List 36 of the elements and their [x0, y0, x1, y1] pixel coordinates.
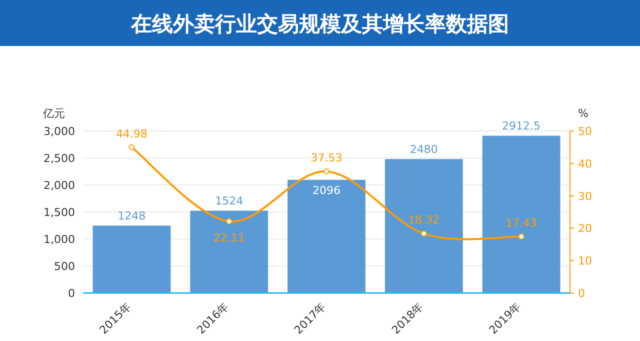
point [518, 234, 524, 240]
point [420, 230, 427, 237]
y2-tick-label: 10 [578, 254, 592, 268]
chart-title: 在线外卖行业交易规模及其增长率数据图 [130, 12, 509, 36]
point [324, 168, 330, 174]
point [226, 218, 232, 224]
bar [384, 159, 463, 293]
y-tick-label: 3,000 [44, 125, 75, 138]
y2-tick-label: 40 [578, 157, 592, 170]
y-tick-label: 1,500 [44, 206, 75, 219]
y-tick-label: 0 [68, 287, 75, 300]
y-tick-label: 2,000 [44, 179, 75, 192]
bar [190, 210, 268, 293]
bar [92, 226, 171, 293]
data-label: 17.43 [506, 216, 538, 230]
y-tick-label: 2,500 [44, 152, 75, 165]
y2-tick-label: 0 [578, 287, 585, 300]
point [128, 144, 135, 150]
y2-tick-label: 30 [578, 190, 592, 203]
data-label: 22.11 [213, 231, 245, 244]
bar [482, 136, 560, 293]
data-label: 18.32 [408, 214, 440, 227]
data-label: 2096 [312, 184, 340, 197]
data-label: 44.98 [116, 127, 148, 140]
y-axis-title: 亿元 [42, 107, 65, 120]
data-label: 2912.5 [502, 120, 541, 133]
bar [288, 180, 366, 293]
y-tick-label: 1,000 [44, 233, 75, 246]
data-label: 1248 [118, 210, 146, 223]
data-label: 2480 [410, 143, 438, 156]
y2-axis-title: % [578, 107, 588, 120]
y-tick-label: 500 [54, 260, 75, 273]
y2-tick-label: 50 [578, 125, 592, 138]
data-label: 37.53 [310, 151, 342, 164]
y2-tick-label: 20 [578, 222, 592, 236]
data-label: 1524 [215, 194, 244, 208]
